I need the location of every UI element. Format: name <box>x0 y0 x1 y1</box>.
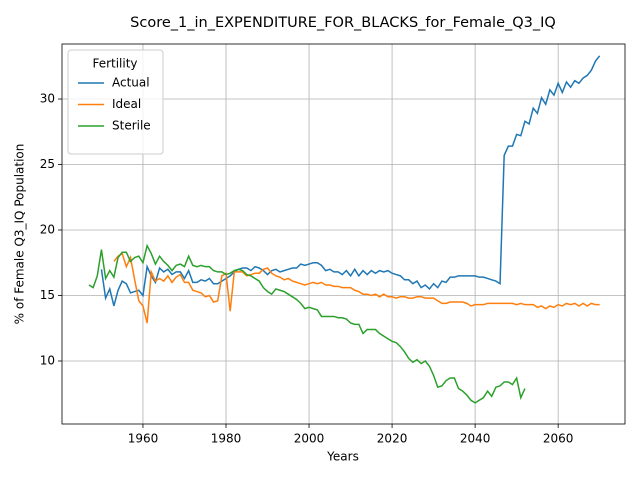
axes-frame <box>61 43 626 425</box>
legend: Fertility Actual Ideal Sterile <box>67 49 164 155</box>
x-tick-label: 1960 <box>128 432 159 446</box>
plot-area <box>88 55 601 404</box>
series-line <box>113 252 600 324</box>
legend-box <box>67 49 164 155</box>
legend-label: Ideal <box>112 97 141 111</box>
y-tick-label: 20 <box>40 223 55 237</box>
y-axis-label: % of Female Q3_IQ Population <box>13 144 27 325</box>
x-tick-label: 1980 <box>211 432 242 446</box>
legend-title: Fertility <box>92 57 137 71</box>
legend-label: Actual <box>112 76 150 90</box>
y-tick-label: 15 <box>40 288 55 302</box>
x-tick-label: 2000 <box>294 432 325 446</box>
chart-title: Score_1_in_EXPENDITURE_FOR_BLACKS_for_Fe… <box>130 15 556 31</box>
legend-label: Sterile <box>112 119 151 133</box>
series-line <box>88 243 526 404</box>
x-axis-label: Years <box>326 450 359 464</box>
y-tick-label: 10 <box>40 353 55 367</box>
grid <box>62 44 625 424</box>
y-tick-label: 30 <box>40 92 55 106</box>
series-line <box>100 55 601 307</box>
x-tick-label: 2020 <box>377 432 408 446</box>
x-tick-label: 2040 <box>460 432 491 446</box>
x-tick-label: 2060 <box>543 432 574 446</box>
y-tick-label: 25 <box>40 157 55 171</box>
